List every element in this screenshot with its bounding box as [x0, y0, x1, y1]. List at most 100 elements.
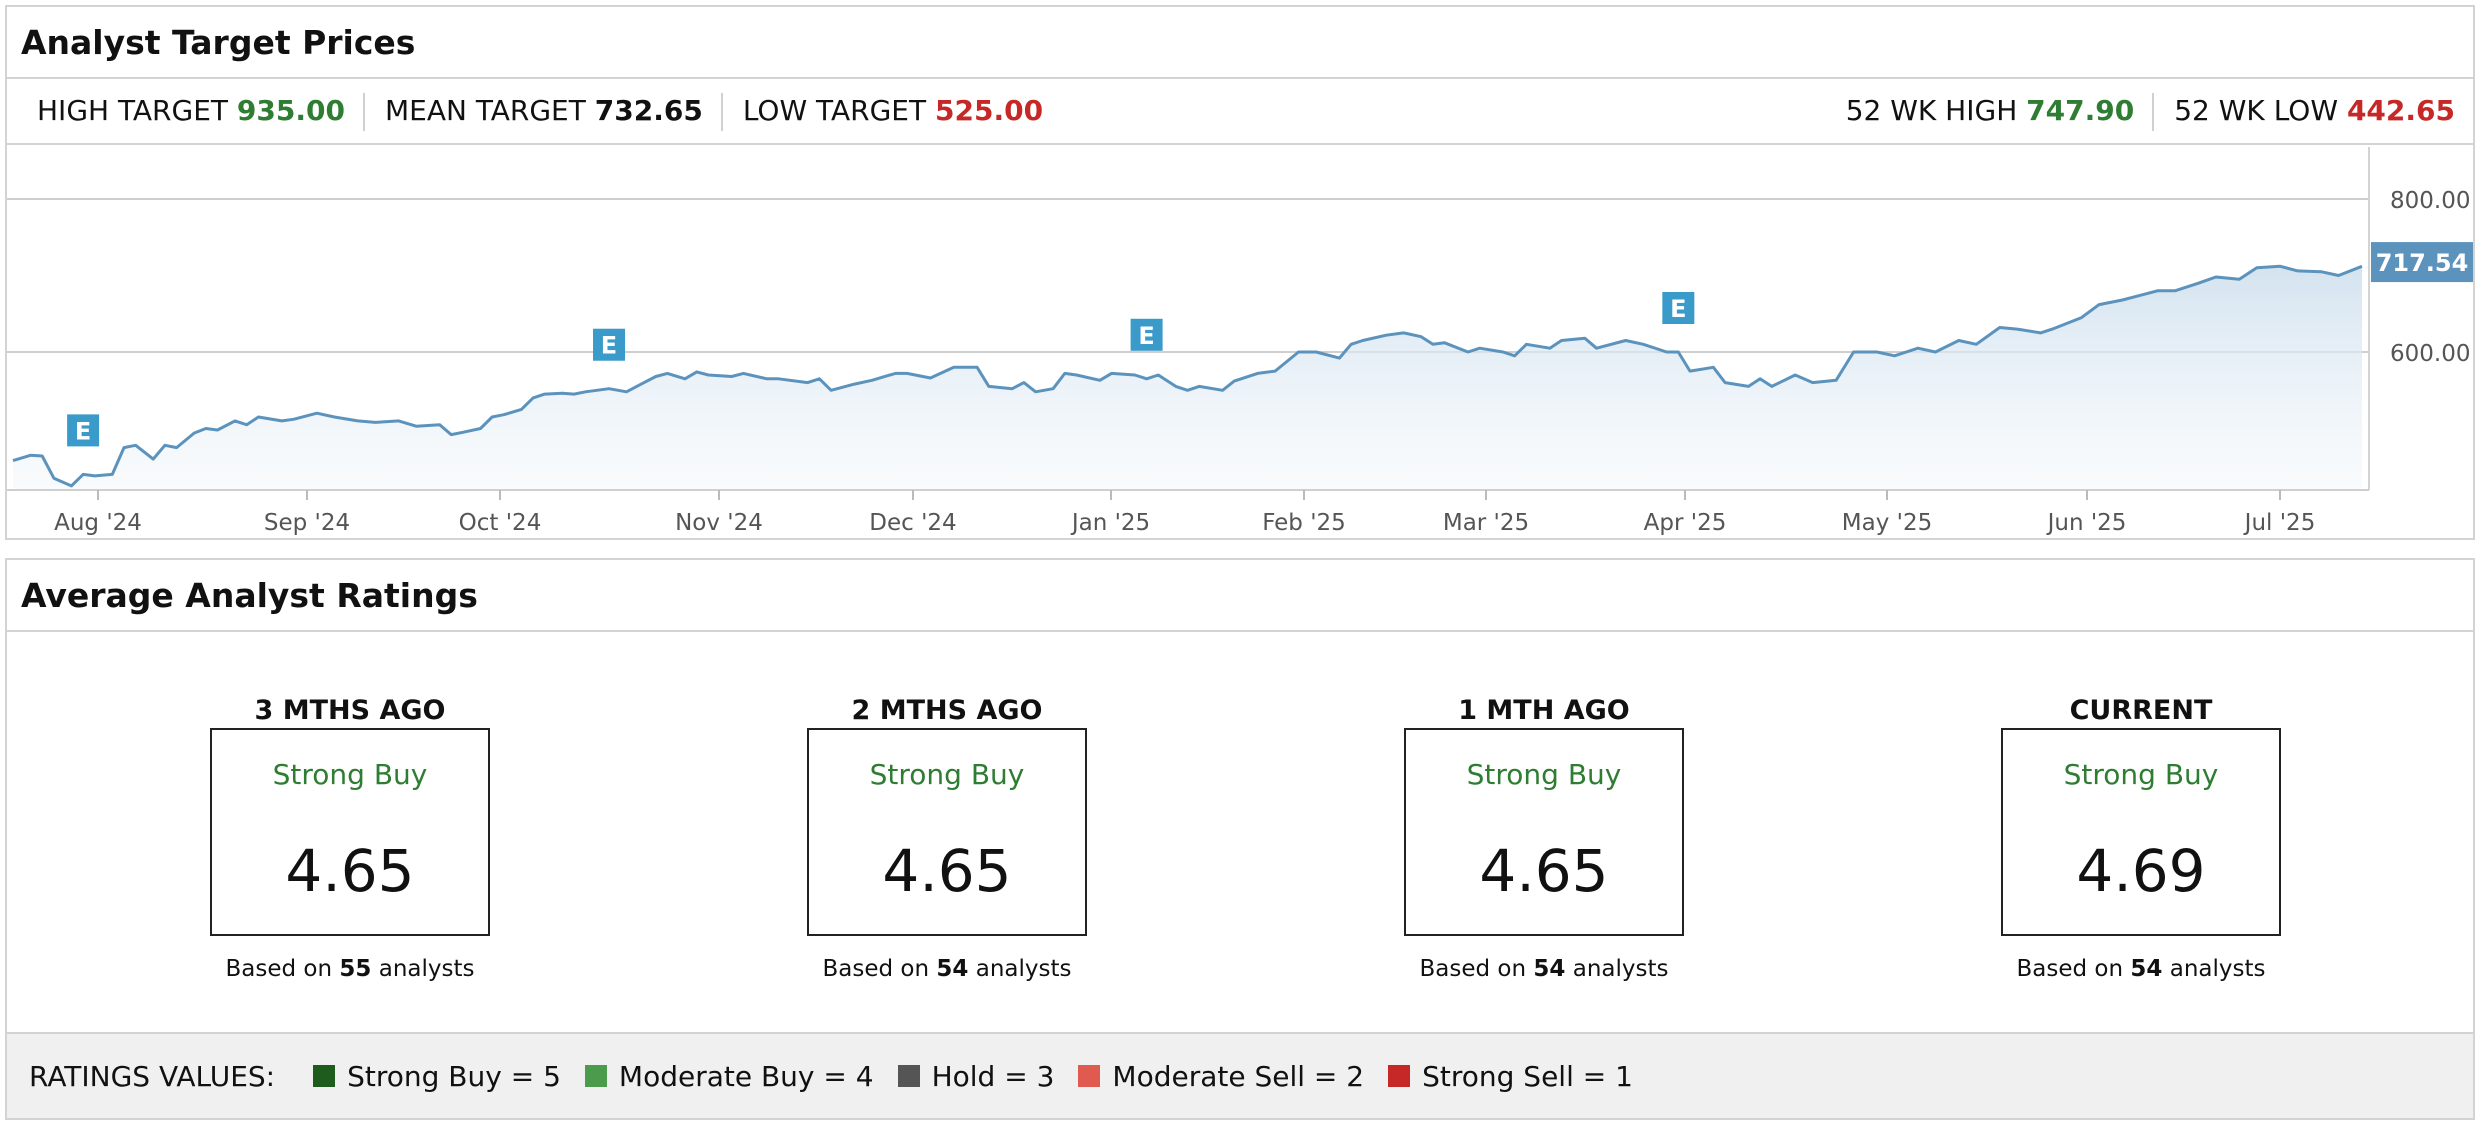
price-chart-svg[interactable]: E E E E 800.00 600.00 Aug '24 Sep '24 Oct '24 No…: [7, 147, 2473, 542]
legend-label: Strong Sell = 1: [1422, 1059, 1633, 1093]
rating-column-current: CURRENT Strong Buy 4.69 Based on 54 anal…: [1941, 632, 2341, 984]
week52-stats-right: 52 WK HIGH 747.90 52 WK LOW 442.65: [1826, 79, 2473, 143]
low-target-value: 525.00: [935, 94, 1044, 127]
legend-label: Moderate Buy = 4: [618, 1059, 874, 1093]
based-on-prefix: Based on: [225, 956, 333, 982]
earnings-marker-label: E: [601, 332, 617, 360]
based-on-prefix: Based on: [2016, 956, 2124, 982]
high-target-value: 935.00: [236, 94, 345, 127]
analyst-count: 54: [2130, 956, 2163, 982]
earnings-marker-box: [593, 328, 626, 361]
price-line: [12, 264, 2363, 488]
x-tick-label: Oct '24: [459, 510, 542, 536]
rating-based-on: Based on 54 analysts: [1344, 954, 1744, 984]
legend-swatch: [584, 1065, 607, 1087]
earnings-marker-label: E: [1138, 322, 1154, 350]
high-target-stat: HIGH TARGET 935.00: [7, 79, 365, 143]
rating-based-on: Based on 55 analysts: [150, 954, 550, 984]
x-tick-label: Nov '24: [675, 510, 763, 536]
wk52-low-value: 442.65: [2346, 94, 2455, 127]
based-on-suffix: analysts: [2169, 956, 2266, 982]
based-on-suffix: analysts: [975, 956, 1072, 982]
legend-label: Strong Buy = 5: [347, 1059, 561, 1093]
mean-target-value: 732.65: [594, 94, 703, 127]
rating-based-on: Based on 54 analysts: [1941, 954, 2341, 984]
rating-column-3-months-ago: 3 MTHS AGO Strong Buy 4.65 Based on 55 a…: [150, 632, 550, 984]
legend-swatch: [313, 1065, 336, 1087]
price-chart[interactable]: E E E E 800.00 600.00 Aug '24 Sep '24 Oct '24 No…: [7, 147, 2473, 542]
x-tick-label: Apr '25: [1644, 510, 1727, 536]
y-tick-label: 600.00: [2390, 341, 2470, 367]
based-on-prefix: Based on: [822, 956, 930, 982]
y-tick-label: 800.00: [2390, 188, 2470, 214]
current-price-badge: 717.54: [2371, 242, 2473, 283]
high-target-label: HIGH TARGET: [37, 94, 228, 127]
low-target-label: LOW TARGET: [742, 94, 927, 127]
wk52-low-label: 52 WK LOW: [2174, 94, 2339, 127]
x-tick-label: Feb '25: [1262, 510, 1346, 536]
rating-label: Strong Buy: [1466, 758, 1622, 791]
target-stats-left: HIGH TARGET 935.00 MEAN TARGET 732.65 LO…: [7, 79, 1063, 143]
rating-label: Strong Buy: [2063, 758, 2219, 791]
current-price-label: 717.54: [2376, 249, 2469, 277]
ratings-row: 3 MTHS AGO Strong Buy 4.65 Based on 55 a…: [7, 632, 2473, 1032]
wk52-high-label: 52 WK HIGH: [1845, 94, 2018, 127]
average-analyst-ratings-panel: Average Analyst Ratings 3 MTHS AGO Stron…: [5, 558, 2475, 1120]
earnings-marker: E: [67, 414, 100, 447]
rating-column-1-month-ago: 1 MTH AGO Strong Buy 4.65 Based on 54 an…: [1344, 632, 1744, 984]
earnings-marker-label: E: [1670, 295, 1686, 323]
earnings-marker: E: [1130, 318, 1163, 351]
rating-box: Strong Buy 4.65: [210, 728, 490, 936]
earnings-marker-box: [1130, 318, 1163, 351]
target-prices-title: Analyst Target Prices: [7, 7, 2473, 79]
earnings-marker: E: [1662, 292, 1695, 324]
mean-target-label: MEAN TARGET: [384, 94, 586, 127]
price-area: [13, 266, 2362, 490]
earnings-marker: E: [593, 328, 626, 361]
legend-item-strong-sell: Strong Sell = 1: [1388, 1060, 1633, 1093]
mean-target-stat: MEAN TARGET 732.65: [365, 79, 723, 143]
legend-item-strong-buy: Strong Buy = 5: [313, 1060, 561, 1093]
legend-title: RATINGS VALUES:: [29, 1059, 276, 1093]
legend-swatch: [1078, 1065, 1101, 1087]
x-tick-label: May '25: [1842, 510, 1932, 536]
legend-item-moderate-sell: Moderate Sell = 2: [1078, 1060, 1364, 1093]
rating-score: 4.69: [2076, 837, 2206, 905]
x-tick-label: Sep '24: [264, 510, 350, 536]
rating-column-2-months-ago: 2 MTHS AGO Strong Buy 4.65 Based on 54 a…: [747, 632, 1147, 984]
rating-box: Strong Buy 4.65: [807, 728, 1087, 936]
rating-period-header: CURRENT: [2069, 695, 2213, 726]
wk52-high-stat: 52 WK HIGH 747.90: [1826, 79, 2155, 143]
analyst-count: 55: [339, 956, 372, 982]
ratings-title: Average Analyst Ratings: [7, 560, 2473, 632]
x-tick-label: Jul '25: [2243, 510, 2316, 536]
rating-period-header: 3 MTHS AGO: [254, 695, 446, 726]
analyst-count: 54: [936, 956, 969, 982]
ratings-values-legend: RATINGS VALUES: Strong Buy = 5 Moderate …: [7, 1032, 2473, 1118]
legend-label: Moderate Sell = 2: [1112, 1059, 1365, 1093]
analyst-target-prices-panel: Analyst Target Prices HIGH TARGET 935.00…: [5, 5, 2475, 540]
rating-score: 4.65: [882, 837, 1012, 905]
legend-swatch: [897, 1065, 920, 1087]
based-on-prefix: Based on: [1419, 956, 1527, 982]
wk52-low-stat: 52 WK LOW 442.65: [2154, 79, 2473, 143]
legend-swatch: [1388, 1065, 1411, 1087]
rating-score: 4.65: [285, 837, 415, 905]
x-tick-label: Jun '25: [2046, 510, 2127, 536]
x-tick-label: Jan '25: [1070, 510, 1150, 536]
x-tick-label: Dec '24: [869, 510, 956, 536]
rating-label: Strong Buy: [272, 758, 428, 791]
rating-period-header: 2 MTHS AGO: [851, 695, 1043, 726]
rating-box: Strong Buy 4.65: [1404, 728, 1684, 936]
legend-label: Hold = 3: [931, 1059, 1055, 1093]
rating-based-on: Based on 54 analysts: [747, 954, 1147, 984]
earnings-marker-label: E: [75, 417, 91, 445]
earnings-marker-box: [67, 414, 100, 447]
based-on-suffix: analysts: [1572, 956, 1669, 982]
legend-item-moderate-buy: Moderate Buy = 4: [584, 1059, 874, 1093]
rating-label: Strong Buy: [869, 758, 1025, 791]
wk52-high-value: 747.90: [2026, 94, 2135, 127]
current-price-badge-box: [2371, 242, 2473, 283]
based-on-suffix: analysts: [378, 956, 475, 982]
rating-box: Strong Buy 4.69: [2001, 728, 2281, 936]
